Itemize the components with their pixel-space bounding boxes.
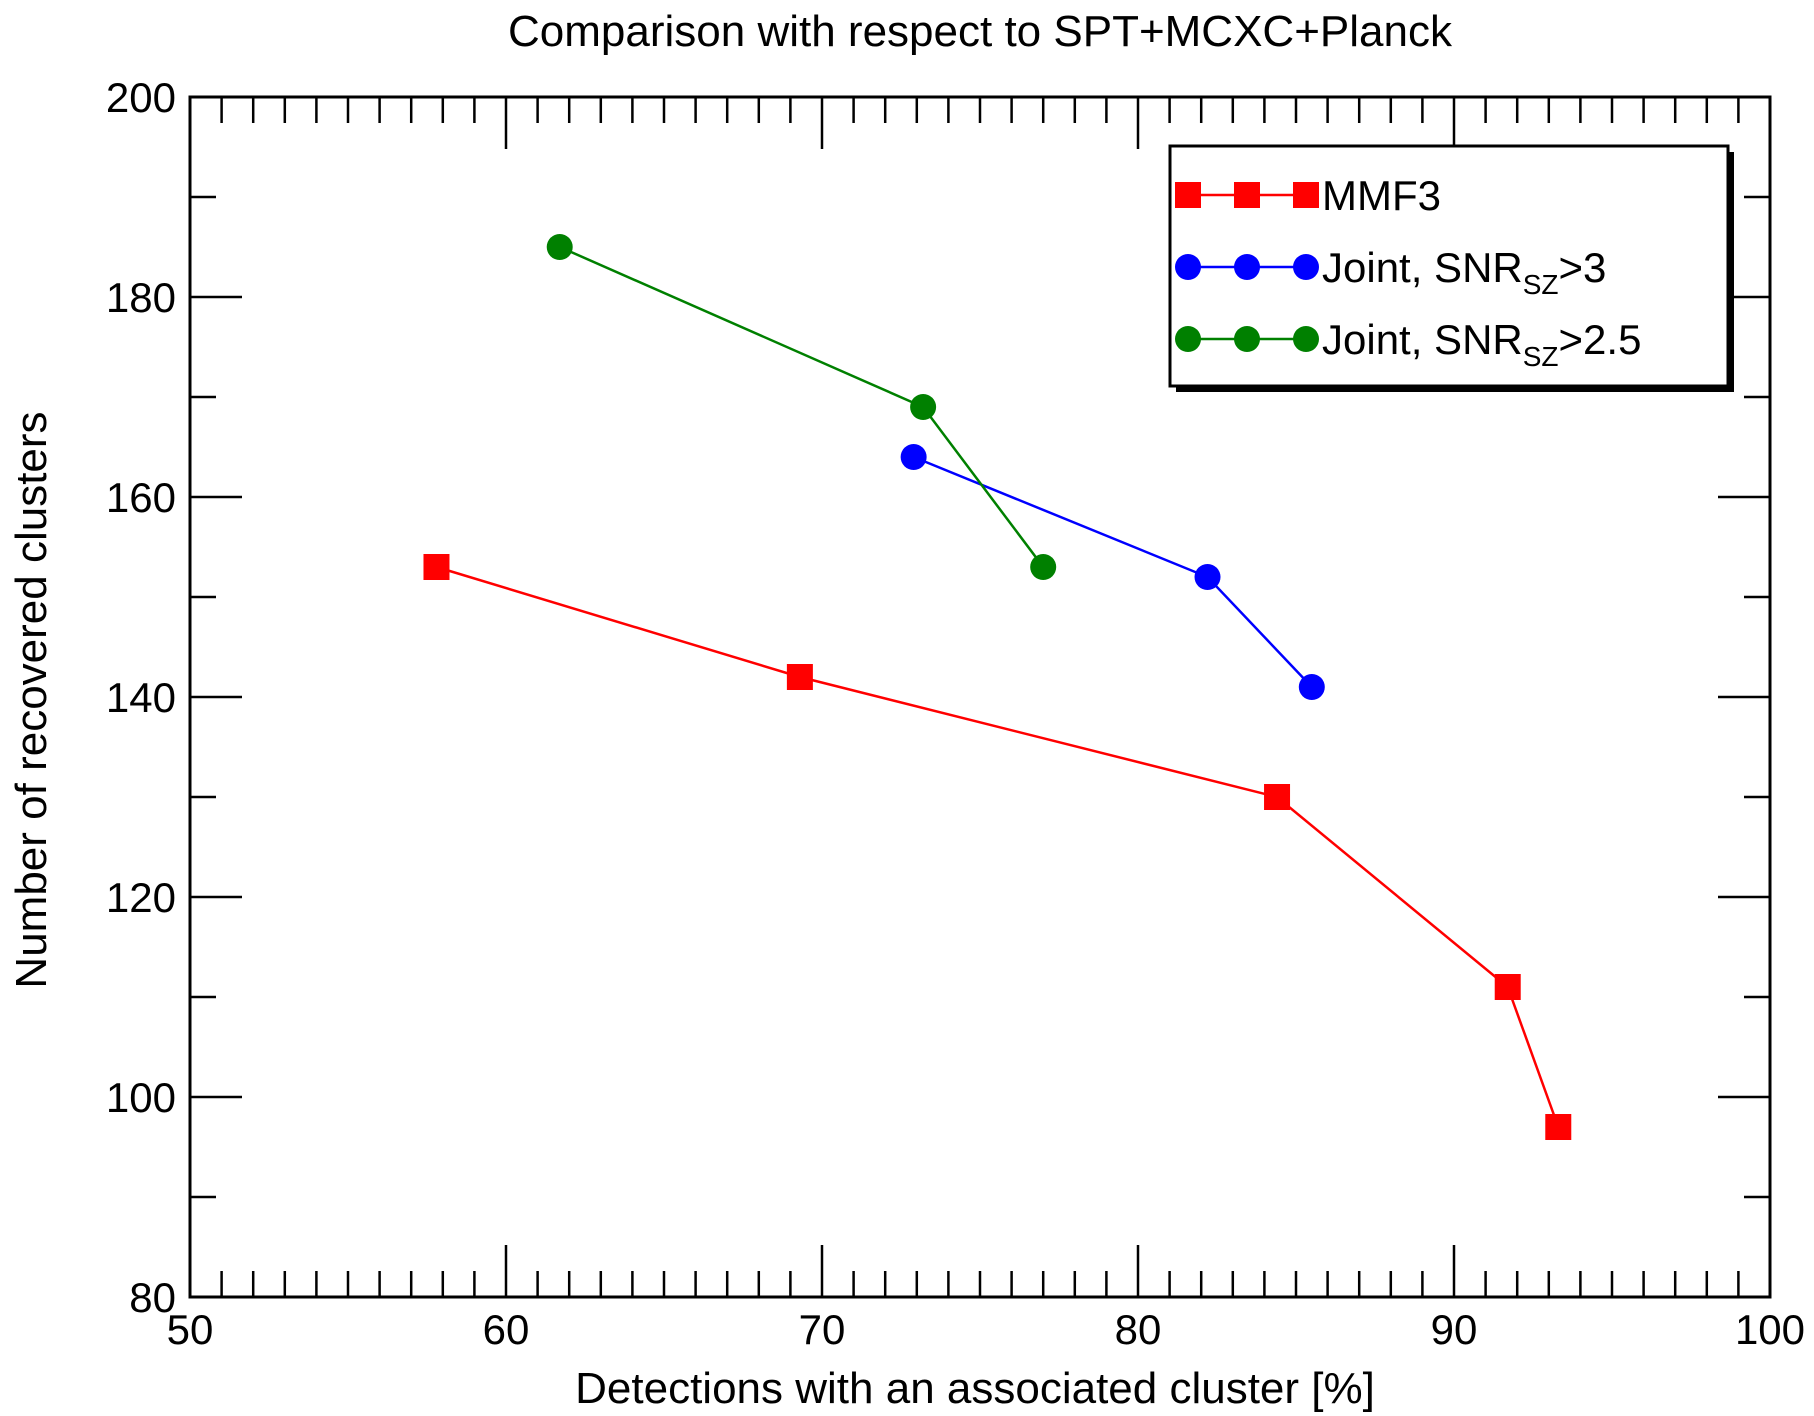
legend-marker — [1234, 182, 1260, 208]
data-point — [786, 664, 813, 690]
data-point — [1030, 554, 1057, 580]
x-tick-label: 70 — [799, 1306, 846, 1353]
legend: MMF3 Joint, SNRSZ>3 Joint, SNRSZ>2.5 — [1168, 144, 1734, 392]
legend-marker — [1175, 254, 1201, 280]
plot-frame — [188, 95, 1772, 1299]
data-point — [900, 444, 927, 470]
legend-entry: Joint, SNRSZ>3 — [1175, 244, 1606, 300]
legend-marker — [1175, 326, 1201, 352]
x-tick-label: 50 — [167, 1306, 214, 1353]
series-2 — [900, 444, 1325, 700]
legend-marker — [1293, 326, 1319, 352]
x-tick-label: 80 — [1115, 1306, 1162, 1353]
series-layer — [423, 234, 1572, 1140]
x-axis-label: Detections with an associated cluster [%… — [575, 1364, 1375, 1413]
y-tick-label: 120 — [106, 874, 176, 921]
y-axis-label: Number of recovered clusters — [7, 411, 56, 988]
data-point — [1494, 974, 1521, 1000]
y-tick-label: 180 — [106, 274, 176, 321]
y-tick-label: 200 — [106, 74, 176, 121]
data-point — [1545, 1114, 1572, 1140]
y-tick-label: 100 — [106, 1074, 176, 1121]
series-line — [436, 565, 1560, 1128]
data-point — [423, 554, 450, 580]
data-point — [1194, 564, 1221, 590]
axis-tick-labels: 50 60 70 80 90 100 80 100 120 140 160 180 200 — [106, 74, 1805, 1353]
y-tick-label: 160 — [106, 474, 176, 521]
y-tick-label: 80 — [129, 1274, 176, 1321]
legend-marker — [1175, 182, 1201, 208]
data-point — [1264, 784, 1291, 810]
legend-entry: Joint, SNRSZ>2.5 — [1175, 316, 1641, 372]
x-tick-label: 60 — [483, 1306, 530, 1353]
y-tick-label: 140 — [106, 674, 176, 721]
legend-label: Joint, SNRSZ>3 — [1322, 244, 1606, 300]
legend-marker — [1293, 182, 1319, 208]
legend-entry: MMF3 — [1175, 172, 1441, 219]
data-point — [910, 394, 937, 420]
series-1 — [423, 554, 1572, 1140]
data-point — [546, 234, 573, 260]
legend-marker — [1234, 254, 1260, 280]
legend-label: Joint, SNRSZ>2.5 — [1322, 316, 1641, 372]
legend-label: MMF3 — [1322, 172, 1441, 219]
series-line — [559, 245, 1045, 568]
series-3 — [546, 234, 1057, 580]
legend-marker — [1234, 326, 1260, 352]
chart-title: Comparison with respect to SPT+MCXC+Plan… — [508, 7, 1453, 56]
legend-marker — [1293, 254, 1319, 280]
data-point — [1298, 674, 1325, 700]
x-tick-label: 90 — [1431, 1306, 1478, 1353]
series-line — [913, 455, 1313, 688]
x-tick-label: 100 — [1735, 1306, 1805, 1353]
